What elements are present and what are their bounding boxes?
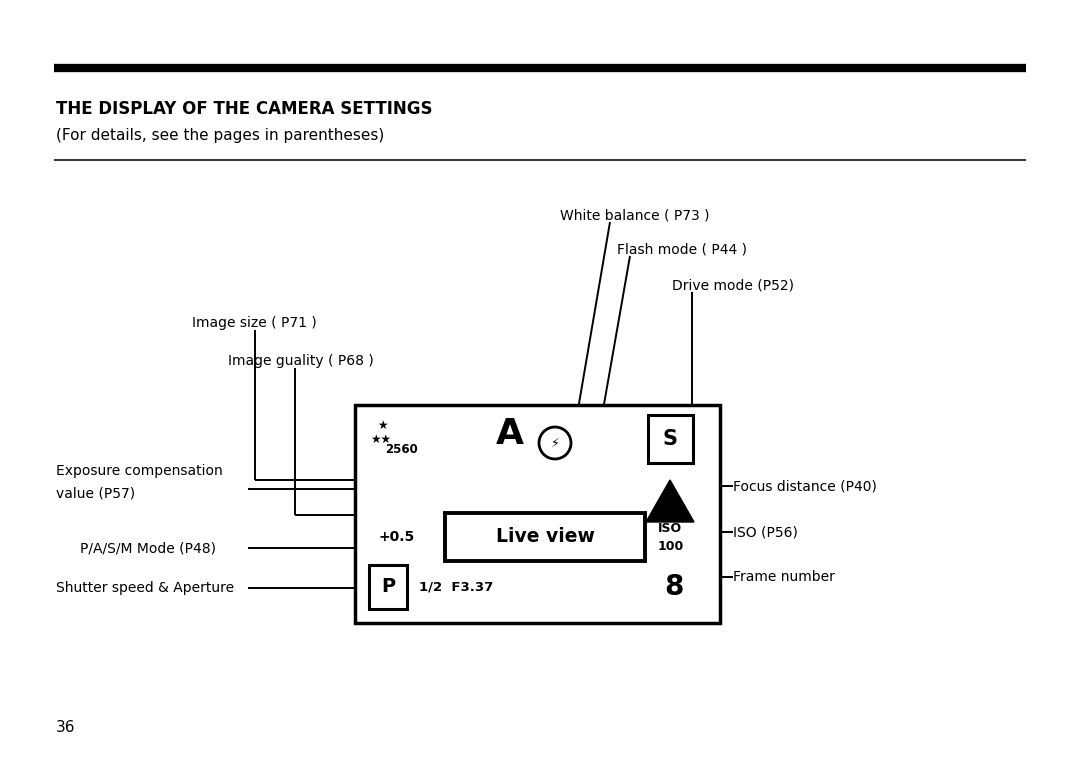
Text: White balance ( P73 ): White balance ( P73 ) — [561, 208, 710, 222]
Polygon shape — [646, 480, 694, 522]
Text: ★: ★ — [377, 419, 388, 432]
Text: value (P57): value (P57) — [56, 486, 135, 500]
Text: S: S — [663, 429, 678, 449]
Text: A: A — [496, 417, 524, 451]
Text: (For details, see the pages in parentheses): (For details, see the pages in parenthes… — [56, 128, 384, 143]
Text: THE DISPLAY OF THE CAMERA SETTINGS: THE DISPLAY OF THE CAMERA SETTINGS — [56, 100, 432, 118]
Text: Frame number: Frame number — [733, 570, 835, 584]
Text: 2560: 2560 — [384, 442, 417, 455]
Text: Focus distance (P40): Focus distance (P40) — [733, 479, 877, 493]
Text: P/A/S/M Mode (P48): P/A/S/M Mode (P48) — [80, 542, 216, 556]
Text: 100: 100 — [658, 541, 685, 554]
Text: 8: 8 — [664, 573, 684, 601]
Bar — [355, 405, 720, 623]
Text: Shutter speed & Aperture: Shutter speed & Aperture — [56, 581, 234, 595]
Bar — [445, 513, 645, 561]
Text: Image size ( P71 ): Image size ( P71 ) — [192, 316, 316, 330]
Text: Flash mode ( P44 ): Flash mode ( P44 ) — [617, 242, 747, 256]
Text: Drive mode (P52): Drive mode (P52) — [672, 278, 794, 292]
Text: ISO: ISO — [658, 522, 683, 535]
Bar — [648, 415, 693, 463]
Text: 1/2  F3.37: 1/2 F3.37 — [419, 581, 494, 594]
Text: P: P — [381, 578, 395, 597]
Text: ⚡: ⚡ — [551, 437, 559, 450]
Text: Live view: Live view — [496, 528, 594, 546]
Text: +0.5: +0.5 — [379, 530, 415, 544]
Bar — [369, 565, 407, 609]
Text: Image guality ( P68 ): Image guality ( P68 ) — [228, 354, 374, 368]
Text: ★★: ★★ — [370, 433, 391, 446]
Text: ISO (P56): ISO (P56) — [733, 525, 798, 539]
Text: Exposure compensation: Exposure compensation — [56, 464, 222, 478]
Text: 36: 36 — [56, 721, 76, 735]
